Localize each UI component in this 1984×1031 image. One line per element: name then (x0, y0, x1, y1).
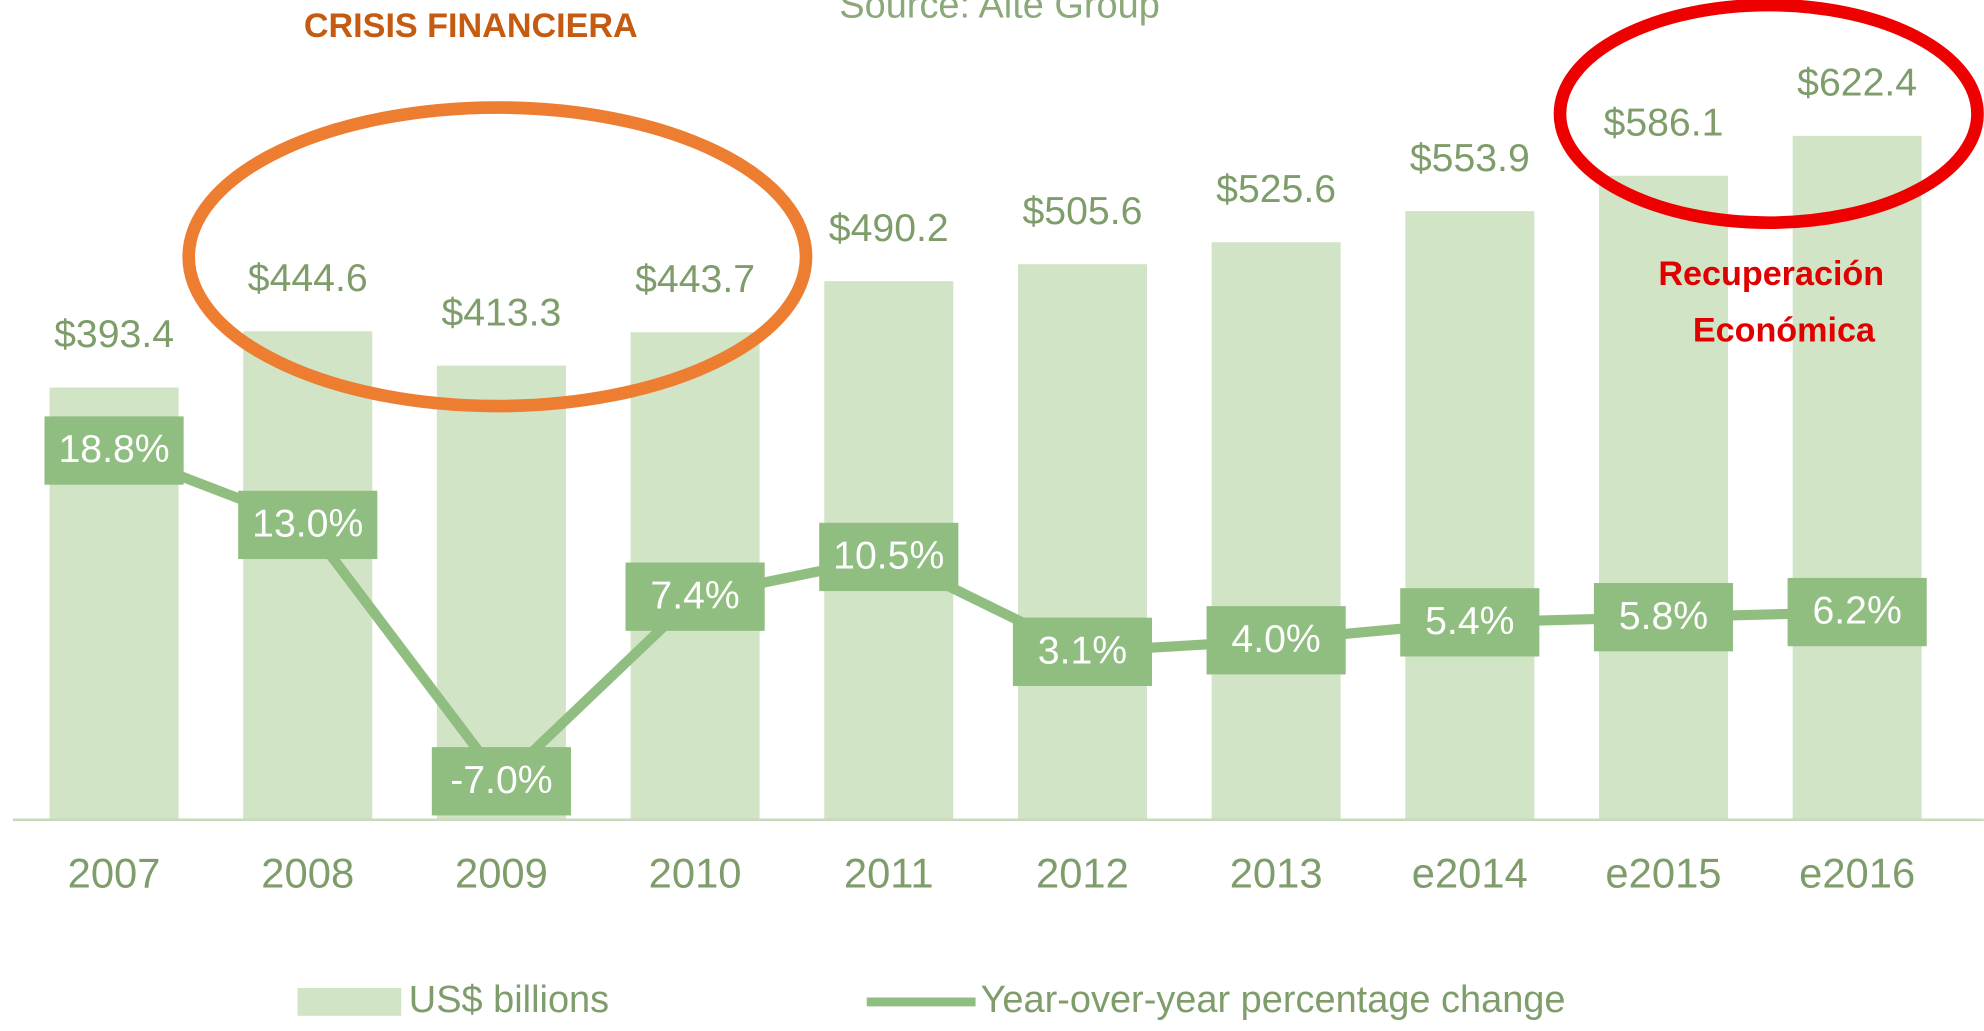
annotation: Recuperación (1658, 255, 1884, 293)
annotation: CRISIS FINANCIERA (304, 7, 638, 45)
line-value-label: 3.1% (1038, 629, 1127, 672)
line (112, 445, 1858, 787)
bar-value-label: $525.6 (1216, 168, 1336, 211)
bar-value-label: $393.4 (54, 313, 174, 356)
line-label-box (431, 747, 571, 816)
annotation: Económica (1693, 312, 1876, 350)
line-label-box (1206, 606, 1346, 675)
x-tick-label: 2009 (455, 850, 548, 897)
line-value-label: 18.8% (58, 428, 169, 471)
x-tick-label: e2015 (1605, 850, 1721, 897)
line-value-label: 4.0% (1231, 618, 1320, 661)
line-value-label: 5.8% (1619, 595, 1708, 638)
x-tick-label: 2008 (261, 850, 354, 897)
bar-value-label: $622.4 (1797, 62, 1917, 105)
line-label-box (44, 416, 184, 485)
x-tick-label: e2014 (1412, 850, 1528, 897)
line-label-box (1012, 617, 1153, 686)
bar-value-label: $553.9 (1410, 137, 1530, 180)
bar-value-label: $490.2 (829, 207, 949, 250)
bar-value-label: $443.7 (635, 258, 755, 301)
x-tick-label: 2011 (844, 850, 934, 897)
bar (1792, 135, 1922, 820)
x-tick-label: 2010 (649, 850, 742, 897)
line-label-box (1400, 588, 1540, 657)
line-label-box (1593, 583, 1734, 652)
line-value-label: 10.5% (833, 535, 944, 578)
bar-value-label: $444.6 (248, 257, 368, 300)
bar (1405, 211, 1535, 820)
bar (1211, 242, 1341, 820)
x-tick-label: 2013 (1230, 850, 1323, 897)
x-tick-label: 2012 (1036, 850, 1129, 897)
plot-area: $393.4 $444.6 $413.3 $443.7 $490.2 $505.6 $525… (12, 62, 1984, 1021)
line-value-label: 5.4% (1425, 600, 1514, 643)
crisis-ellipse (182, 101, 813, 413)
line-label-box (819, 522, 959, 592)
legend-label: Year-over-year percentage change (981, 979, 1566, 1021)
line-value-label: -7.0% (450, 759, 552, 802)
line-label-box (238, 490, 378, 560)
bar-value-label: $413.3 (441, 291, 561, 334)
line-value-label: 6.2% (1812, 590, 1901, 633)
bar (243, 331, 373, 820)
bar-value-label: $505.6 (1022, 190, 1142, 233)
recovery-ellipse (1553, 0, 1984, 229)
legend-label: US$ billions (409, 979, 609, 1021)
line-label-box (1787, 577, 1927, 647)
line-value-label: 7.4% (650, 574, 739, 617)
bar (1598, 175, 1728, 820)
bar (1017, 264, 1147, 820)
line-label-box (625, 562, 765, 631)
line-value-label: 13.0% (252, 503, 363, 546)
bar-value-label: $586.1 (1604, 102, 1724, 145)
x-tick-label: e2016 (1799, 850, 1915, 897)
chart-title: Source: Alte Group (839, 0, 1160, 27)
legend-swatch (297, 987, 402, 1016)
x-tick-label: 2007 (68, 850, 161, 897)
